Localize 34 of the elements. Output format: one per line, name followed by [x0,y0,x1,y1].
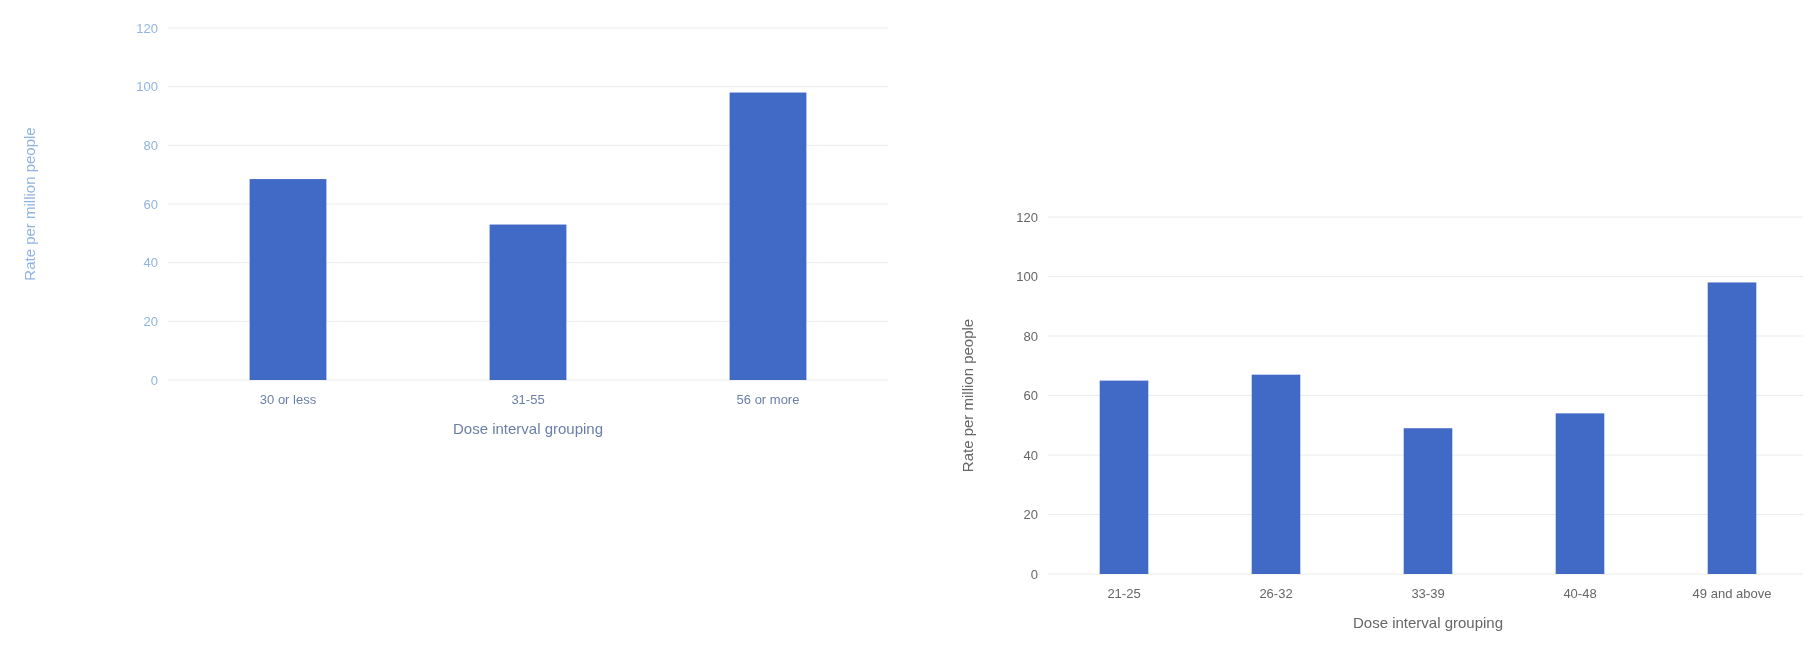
bar [1403,428,1453,574]
x-tick-label: 49 and above [1692,586,1772,601]
y-axis-title: Rate per million people [21,127,39,281]
bar [729,92,807,380]
y-tick-label: 40 [143,255,158,271]
y-tick-label: 100 [1016,269,1038,285]
x-tick-label: 40-48 [1563,586,1597,601]
y-tick-label: 80 [143,137,158,153]
y-tick-label: 100 [136,79,158,95]
x-tick-label: 26-32 [1259,586,1293,601]
bar [1099,380,1149,574]
y-tick-label: 0 [1030,566,1038,582]
y-tick-label: 20 [143,313,158,329]
y-tick-label: 20 [1023,507,1038,523]
x-axis-title: Dose interval grouping [1352,614,1504,631]
x-tick-label: 56 or more [736,392,800,407]
x-tick-label: 31-55 [511,392,545,407]
y-tick-label: 0 [150,372,158,388]
x-tick-label: 33-39 [1411,586,1445,601]
y-tick-label: 120 [136,20,158,36]
bar [249,179,327,380]
y-axis-title: Rate per million people [959,318,977,473]
bar [1707,282,1757,574]
bar [1555,413,1605,574]
y-tick-label: 40 [1023,447,1038,463]
x-axis-title: Dose interval grouping [452,420,604,437]
y-tick-label: 60 [143,196,158,212]
y-tick-label: 80 [1023,328,1038,344]
bar [1251,374,1301,574]
bar [489,224,567,380]
y-tick-label: 120 [1016,209,1038,225]
y-tick-label: 60 [1023,388,1038,404]
x-tick-label: 21-25 [1107,586,1141,601]
x-tick-label: 30 or less [259,392,317,407]
